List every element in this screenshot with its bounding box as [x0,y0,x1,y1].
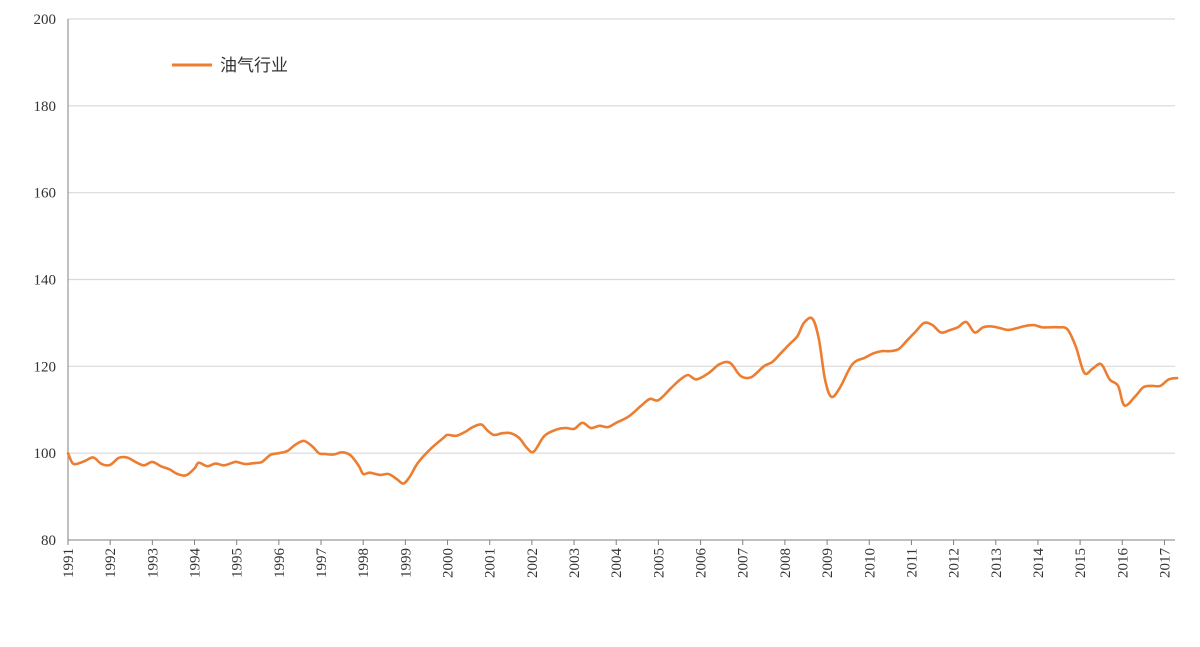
x-tick-label: 2015 [1073,548,1089,578]
x-tick-label: 2016 [1115,548,1131,579]
legend: 油气行业 [172,56,288,76]
x-tick-label: 1996 [272,548,288,579]
y-tick-label: 100 [34,446,57,462]
x-tick-label: 2003 [567,548,583,578]
x-tick-label: 2009 [820,548,836,578]
gridlines [68,18,1175,454]
x-tick-label: 2011 [904,548,920,577]
x-tick-label: 2002 [525,548,541,578]
x-tick-label: 2012 [947,548,963,578]
x-tick-label: 2000 [441,548,457,578]
x-tick-label: 1992 [103,548,119,578]
y-tick-label: 180 [34,99,57,115]
x-tick-label: 2010 [862,548,878,578]
y-tick-label: 160 [34,186,57,202]
y-tick-label: 120 [34,359,57,375]
series-layer [66,316,1179,485]
series-line [66,316,1179,485]
x-tick-label: 2014 [1031,548,1047,579]
x-tick-label: 1997 [314,548,330,579]
y-tick-label: 200 [34,12,57,28]
x-tick-label: 1994 [188,548,204,579]
x-tick-label: 1991 [61,548,77,578]
x-tick-label: 2004 [609,548,625,579]
x-tick-label: 2013 [989,548,1005,578]
x-tick-label: 2005 [651,548,667,578]
x-tick-label: 1999 [398,548,414,578]
x-tick-label: 2008 [778,548,794,578]
x-tick-label: 1998 [356,548,372,578]
x-tick-label: 2017 [1157,548,1173,579]
x-tick-label: 1995 [230,548,246,578]
x-axis-tick-labels: 1991 1992 1993 1994 1995 1996 1997 1998 1999 2000… [61,540,1173,578]
x-tick-label: 2006 [694,548,710,579]
y-tick-label: 80 [41,533,56,549]
x-tick-label: 2007 [736,548,752,579]
x-tick-label: 1993 [145,548,161,578]
y-axis-tick-labels: 80 100 120 140 160 180 200 [34,12,57,549]
legend-label: 油气行业 [220,56,288,76]
x-tick-label: 2001 [483,548,499,578]
y-tick-label: 140 [34,273,57,289]
